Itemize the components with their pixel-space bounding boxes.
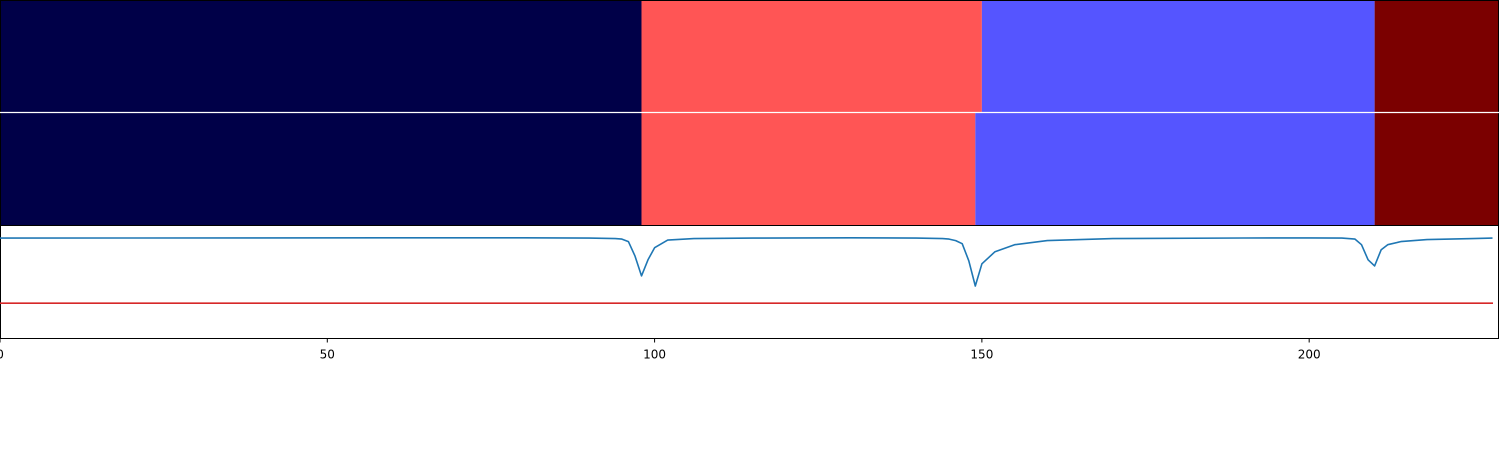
bottom-signal-panel: 0 50 100 150 200 [0,225,1499,362]
middle-segment-1 [641,112,976,226]
top-segmentation-panel [0,0,1499,113]
x-tick-label-50: 50 [320,348,335,362]
middle-segment-0 [0,112,642,226]
bottom-panel-frame [0,225,1499,339]
signal-line-0 [0,237,1493,287]
middle-segmentation-panel [0,111,1499,226]
middle-segment-3 [1374,112,1499,226]
x-tick-label-150: 150 [970,348,993,362]
top-segment-3 [1374,0,1499,113]
x-tick-label-100: 100 [643,348,666,362]
middle-segment-2 [975,112,1375,226]
top-segment-1 [641,0,982,113]
x-tick-label-0: 0 [0,348,4,362]
top-segment-2 [981,0,1375,113]
top-segment-0 [0,0,642,113]
x-tick-label-200: 200 [1298,348,1321,362]
